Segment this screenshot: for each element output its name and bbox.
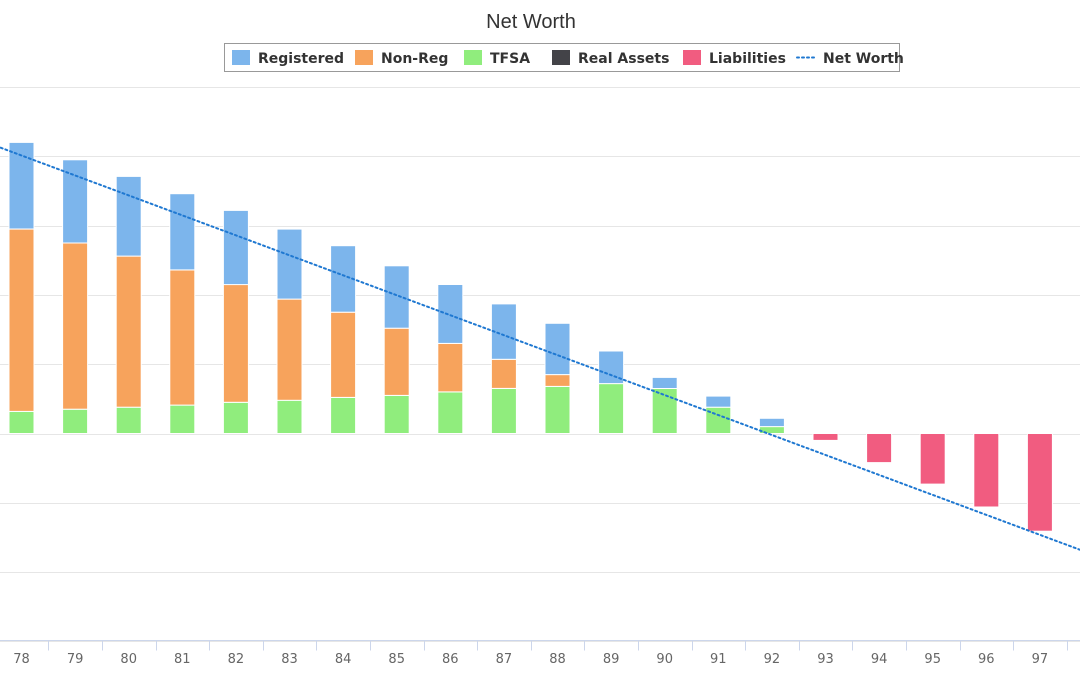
legend-label-real-assets: Real Assets xyxy=(578,51,669,67)
legend: Registered Non-Reg TFSA Real Assets Liabilit… xyxy=(224,43,904,72)
bar-non-reg-80 xyxy=(115,255,142,408)
legend-symbol-non-reg xyxy=(355,50,373,65)
x-tick-label-95: 95 xyxy=(924,652,941,667)
x-tick-label-94: 94 xyxy=(871,652,888,667)
bar-non-reg-84 xyxy=(330,311,357,398)
legend-symbol-tfsa xyxy=(464,50,482,65)
bar-tfsa-79 xyxy=(62,408,89,435)
net-worth-line xyxy=(0,146,1080,551)
bar-tfsa-81 xyxy=(169,404,196,435)
bar-tfsa-89 xyxy=(598,383,625,435)
bar-registered-91 xyxy=(705,395,732,408)
bar-non-reg-81 xyxy=(169,269,196,406)
bar-registered-82 xyxy=(222,209,249,286)
x-tick-label-84: 84 xyxy=(335,652,352,667)
legend-label-registered: Registered xyxy=(258,51,344,67)
bar-registered-81 xyxy=(169,193,196,271)
bars xyxy=(8,141,1053,532)
x-tick-label-92: 92 xyxy=(764,652,781,667)
bar-liabilities-96 xyxy=(973,433,1000,508)
x-axis: 78 79 80 81 82 83 84 85 86 87 88 89 90 91 92 93 94 95 96 97 xyxy=(0,640,1080,667)
bar-non-reg-79 xyxy=(62,242,89,410)
x-tick-label-78: 78 xyxy=(13,652,30,667)
bar-non-reg-83 xyxy=(276,298,303,401)
bar-tfsa-83 xyxy=(276,399,303,435)
bar-registered-88 xyxy=(544,322,571,376)
x-tick-label-83: 83 xyxy=(281,652,298,667)
bar-non-reg-78 xyxy=(8,228,35,412)
legend-label-non-reg: Non-Reg xyxy=(381,51,448,67)
legend-label-net-worth: Net Worth xyxy=(823,51,904,67)
bar-tfsa-92 xyxy=(758,426,785,435)
legend-symbol-registered xyxy=(232,50,250,65)
bar-non-reg-86 xyxy=(437,342,464,393)
bar-liabilities-93 xyxy=(812,433,839,441)
bar-non-reg-88 xyxy=(544,374,571,387)
x-tick-label-88: 88 xyxy=(549,652,566,667)
bar-registered-78 xyxy=(8,141,35,230)
x-tick-label-93: 93 xyxy=(817,652,834,667)
bar-registered-89 xyxy=(598,350,625,385)
bar-non-reg-85 xyxy=(383,327,410,396)
bar-registered-86 xyxy=(437,284,464,344)
x-tick-label-81: 81 xyxy=(174,652,191,667)
bar-tfsa-82 xyxy=(222,401,249,434)
bar-registered-87 xyxy=(490,303,517,360)
bar-registered-79 xyxy=(62,159,89,244)
x-tick-label-89: 89 xyxy=(603,652,620,667)
bar-registered-92 xyxy=(758,417,785,428)
bar-tfsa-90 xyxy=(651,388,678,434)
bar-registered-85 xyxy=(383,265,410,329)
legend-label-liabilities: Liabilities xyxy=(709,51,786,67)
x-tick-label-79: 79 xyxy=(67,652,84,667)
bar-registered-80 xyxy=(115,175,142,257)
legend-symbol-liabilities xyxy=(683,50,701,65)
x-tick-label-91: 91 xyxy=(710,652,727,667)
x-tick-label-80: 80 xyxy=(120,652,137,667)
bar-non-reg-82 xyxy=(222,284,249,403)
bar-liabilities-95 xyxy=(919,433,946,485)
bar-liabilities-94 xyxy=(866,433,893,464)
bar-tfsa-78 xyxy=(8,410,35,434)
bar-tfsa-85 xyxy=(383,394,410,434)
chart-title: Net Worth xyxy=(486,11,576,33)
legend-symbol-real-assets xyxy=(552,50,570,65)
bar-tfsa-80 xyxy=(115,406,142,435)
bar-tfsa-87 xyxy=(490,388,517,434)
x-tick-label-86: 86 xyxy=(442,652,459,667)
bar-tfsa-84 xyxy=(330,397,357,434)
x-tick-label-90: 90 xyxy=(656,652,673,667)
bar-registered-83 xyxy=(276,228,303,300)
x-tick-label-82: 82 xyxy=(228,652,245,667)
net-worth-line-layer xyxy=(0,146,1080,551)
x-tick-label-97: 97 xyxy=(1032,652,1049,667)
x-tick-label-96: 96 xyxy=(978,652,995,667)
bar-tfsa-88 xyxy=(544,385,571,434)
grid-lines xyxy=(0,87,1080,642)
bar-liabilities-97 xyxy=(1026,433,1053,532)
legend-label-tfsa: TFSA xyxy=(490,51,530,67)
x-tick-label-85: 85 xyxy=(388,652,405,667)
bar-tfsa-86 xyxy=(437,391,464,434)
x-tick-label-87: 87 xyxy=(496,652,513,667)
bar-registered-90 xyxy=(651,376,678,389)
bar-non-reg-87 xyxy=(490,358,517,389)
